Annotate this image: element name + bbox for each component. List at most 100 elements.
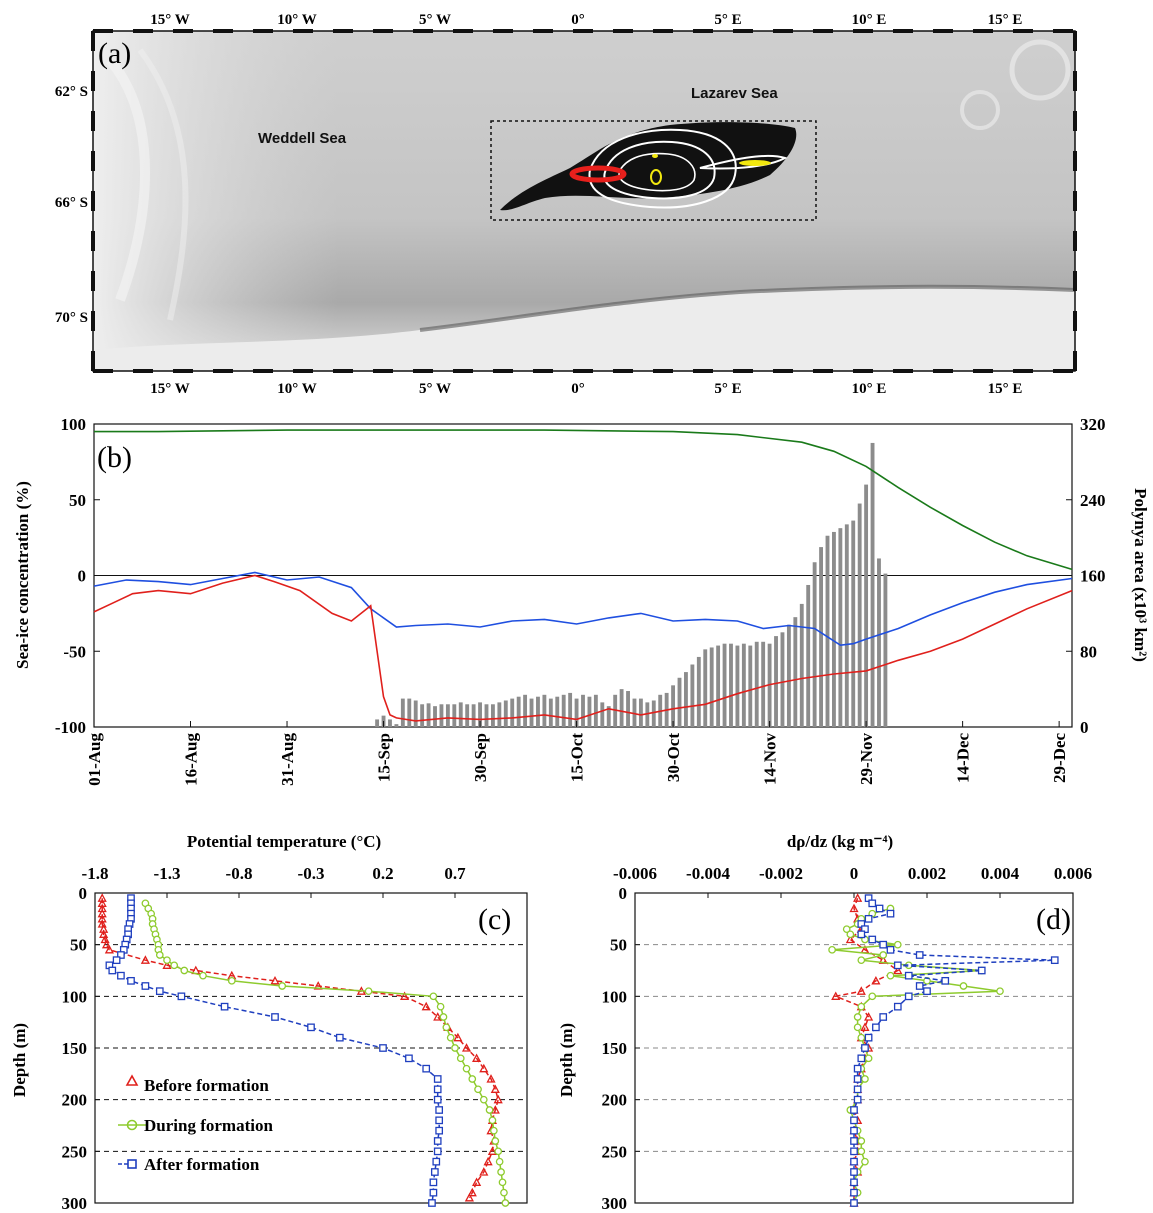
legend-label: After formation: [144, 1155, 260, 1174]
polynya-area-bar: [819, 547, 823, 727]
frame-segment: [91, 31, 95, 51]
lon-label-top: 10° E: [852, 12, 887, 28]
frame-segment: [933, 29, 953, 33]
data-point-square: [850, 1106, 858, 1114]
data-point-circle: [857, 1137, 866, 1145]
data-point-circle: [364, 987, 373, 996]
polynya-area-bar: [587, 696, 592, 727]
x-tick-label: 01-Aug: [85, 733, 104, 786]
lon-label-bottom: 10° E: [852, 381, 887, 397]
data-point-circle: [170, 961, 179, 970]
y-tick-label-left: -100: [55, 718, 86, 737]
frame-segment: [133, 29, 153, 33]
polynya-area-bar: [510, 698, 515, 727]
frame-segment: [893, 369, 913, 373]
frame-segment: [1073, 71, 1077, 91]
y-tick-label-left: -50: [63, 642, 86, 661]
polynya-area-bar: [864, 484, 869, 727]
data-point-square: [177, 992, 186, 1001]
region-label: Weddell Sea: [258, 130, 347, 147]
frame-segment: [91, 191, 95, 211]
frame-segment: [213, 369, 233, 373]
y-tick-label: 150: [602, 1039, 628, 1058]
polynya-area-bar: [812, 562, 817, 727]
data-point-square: [923, 987, 931, 996]
frame-segment: [733, 369, 753, 373]
polynya-area-bar: [458, 702, 463, 727]
frame-segment: [213, 29, 233, 33]
data-point-square: [853, 1095, 862, 1104]
data-point-square: [335, 1033, 344, 1042]
data-point-square: [127, 976, 135, 985]
map-frame-ticks: [91, 29, 1077, 373]
data-point-square: [428, 1199, 436, 1207]
lon-label-bottom: 5° W: [419, 381, 451, 397]
x-tick-label: 0.7: [444, 864, 466, 883]
x-tick-label: -1.3: [154, 864, 181, 883]
data-point-square: [429, 1178, 438, 1187]
lon-label-bottom: 5° E: [714, 381, 741, 397]
data-point-square: [875, 904, 884, 913]
frame-segment: [733, 29, 753, 33]
x-tick-label: 29-Dec: [1050, 733, 1069, 783]
frame-segment: [253, 369, 273, 373]
polynya-area-bar: [832, 531, 836, 727]
frame-segment: [373, 29, 393, 33]
polynya-area-bar: [684, 672, 688, 727]
data-point-triangle: [270, 975, 280, 985]
data-point-triangle: [864, 1012, 874, 1021]
data-point-square: [853, 1075, 862, 1083]
polynya-area-bar: [497, 702, 502, 727]
data-point-triangle: [162, 960, 172, 969]
polynya-area-bar: [729, 643, 733, 727]
data-point-circle: [180, 966, 189, 975]
yellow-track: [650, 169, 662, 185]
x-tick-label: 30-Oct: [664, 733, 683, 782]
coastline: [419, 284, 1076, 332]
frame-segment: [93, 29, 113, 33]
data-point-square: [868, 935, 877, 944]
lon-label-top: 15° W: [150, 12, 189, 28]
x-tick-label: 16-Aug: [182, 733, 201, 786]
panel-b-label: (b): [97, 441, 132, 474]
data-point-square: [886, 945, 895, 954]
lat-label: 66° S: [55, 195, 88, 211]
data-point-circle: [446, 1033, 455, 1042]
frame-segment: [91, 111, 95, 131]
red-track: [569, 165, 627, 183]
data-point-square: [977, 966, 986, 975]
frame-segment: [1073, 351, 1077, 371]
lon-label-bottom: 15° W: [150, 381, 189, 397]
data-point-square: [379, 1044, 387, 1052]
frame-segment: [93, 369, 113, 373]
y-tick-label-right: 160: [1080, 567, 1106, 586]
data-point-triangle: [464, 1192, 474, 1202]
polynya-area-bar: [407, 698, 412, 727]
polynya-area-bar: [542, 694, 547, 727]
frame-segment: [253, 29, 273, 33]
polynya-area-bar: [838, 528, 843, 727]
panel-c-temperature: Potential temperature (°C) Depth (m) 0 50…: [10, 832, 528, 1213]
polynya-contour: [618, 152, 696, 192]
polynya-area-bar: [478, 702, 482, 727]
y-tick-label-right: 80: [1080, 642, 1097, 661]
y-tick-label: 200: [62, 1091, 88, 1110]
polynya-area-bar: [484, 704, 489, 727]
data-point-circle: [278, 982, 287, 990]
polynya-area-bar: [452, 704, 457, 727]
data-point-circle: [868, 992, 877, 1001]
data-point-square: [307, 1023, 315, 1032]
polynya-area-bar: [529, 698, 534, 727]
x-tick-label: 0: [850, 864, 859, 883]
polynya-area-bar: [632, 698, 637, 727]
frame-segment: [653, 29, 673, 33]
data-point-square: [850, 1157, 858, 1166]
data-point-circle: [893, 940, 902, 949]
polynya-area-bar: [561, 694, 566, 727]
polynya-area-bar: [568, 692, 573, 727]
data-point-triangle: [831, 991, 841, 1000]
polynya-contour: [588, 128, 737, 209]
data-point-circle: [861, 1157, 869, 1166]
data-point-square: [850, 1116, 858, 1125]
polynya-area-bar: [394, 724, 399, 727]
